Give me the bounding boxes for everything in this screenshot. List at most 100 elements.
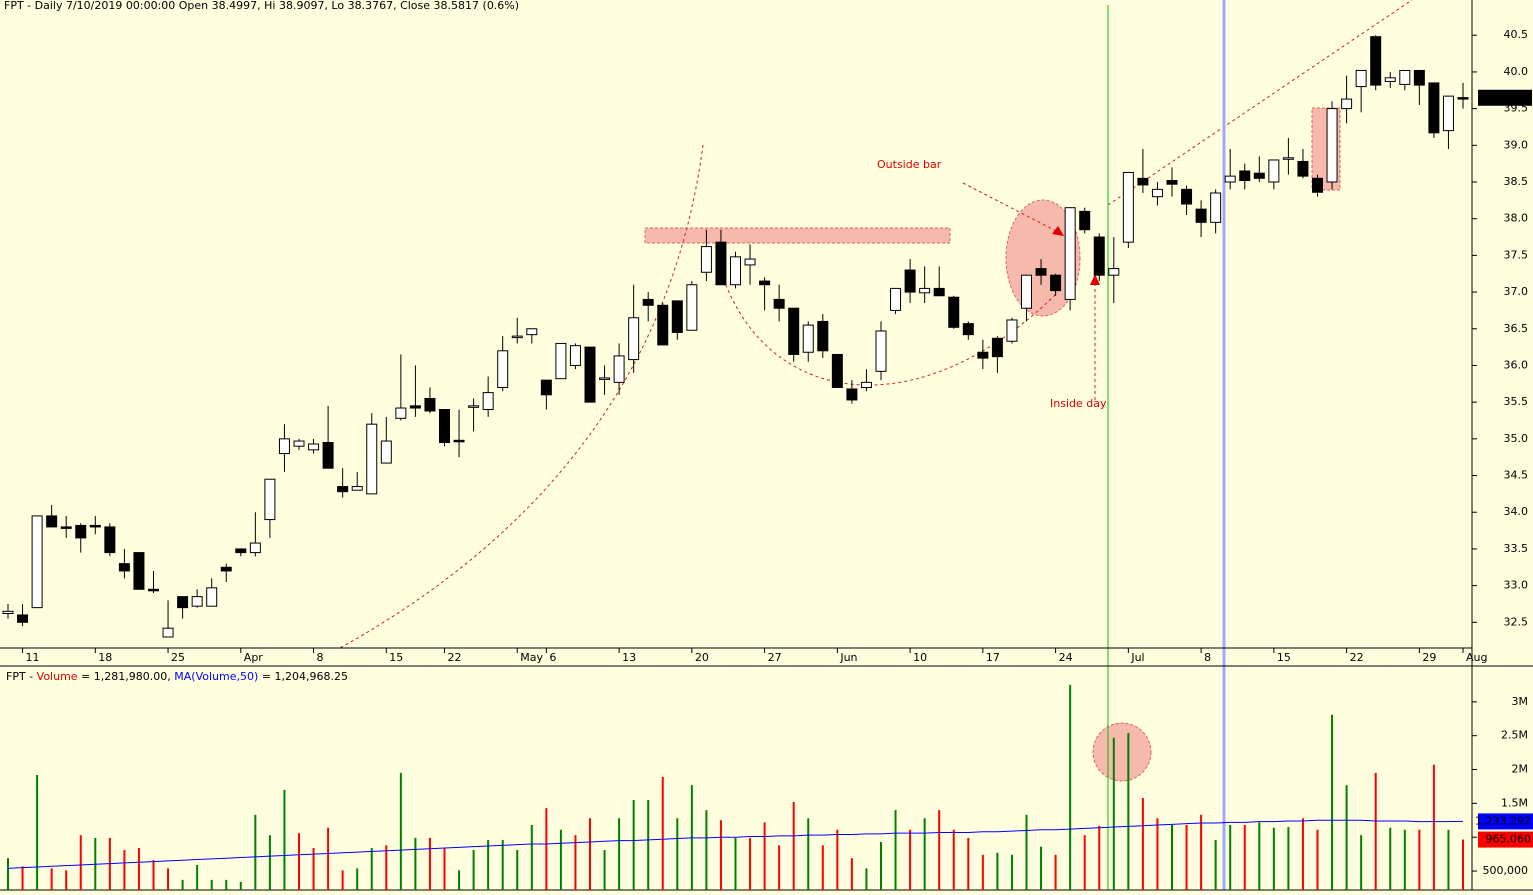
reading: = 1,281,980.00,	[81, 670, 171, 683]
candle-body	[904, 269, 916, 293]
y-tick-label: 34.5	[1504, 469, 1529, 482]
candle-body	[293, 440, 305, 447]
candle-body	[817, 320, 829, 352]
candle-body	[1442, 95, 1454, 132]
x-tick-label: 29	[1422, 651, 1436, 664]
candle-body	[46, 515, 58, 528]
candle-body	[75, 524, 87, 539]
candle-body	[191, 596, 203, 607]
candle-body	[118, 563, 130, 572]
candle-body	[1355, 69, 1367, 88]
candle-body	[1399, 69, 1411, 85]
candle-body	[540, 379, 552, 396]
arrow-head	[1052, 226, 1064, 236]
candle-body	[846, 388, 858, 401]
candle-body	[162, 627, 174, 638]
y-tick-label: 37.5	[1504, 248, 1529, 261]
candle-body	[351, 486, 363, 491]
y-tick-label: 40.0	[1504, 65, 1529, 78]
candle-body	[657, 304, 669, 346]
candle-body	[453, 439, 465, 443]
x-tick-label: Aug	[1466, 651, 1487, 664]
candle-body	[322, 442, 334, 469]
x-tick-label: Jul	[1130, 651, 1144, 664]
candle-body	[715, 241, 727, 286]
candle-body	[308, 443, 320, 451]
candle-body	[395, 407, 407, 419]
volume-highlight	[1092, 722, 1152, 782]
x-tick-label: 13	[622, 651, 636, 664]
candle-body	[1006, 319, 1018, 342]
x-tick-label: 20	[695, 651, 709, 664]
candle-body	[962, 323, 974, 336]
candle-body	[220, 566, 232, 572]
candle-body	[1457, 97, 1469, 100]
candle-body	[1370, 36, 1382, 86]
candle-body	[366, 423, 378, 495]
candle-body	[875, 330, 887, 372]
annotation: Outside bar	[877, 158, 942, 171]
candle-body	[686, 284, 698, 331]
candle-body	[1341, 98, 1353, 110]
y-tick-label: 32.5	[1504, 615, 1529, 628]
y-tick-label: 2M	[1512, 763, 1529, 776]
series-name: MA(Volume,50)	[174, 670, 258, 683]
candle-body	[730, 256, 741, 286]
candle-body	[1312, 177, 1323, 193]
candle-body	[264, 478, 276, 521]
candle-body	[148, 588, 159, 592]
trend-line	[1107, 0, 1413, 206]
y-tick-label: 37.0	[1504, 285, 1529, 298]
candle-body	[337, 486, 349, 493]
candle-body	[1108, 268, 1120, 276]
candle-body	[1035, 268, 1047, 276]
candle-body	[1268, 159, 1280, 183]
candle-body	[569, 345, 581, 366]
last-price-box	[1478, 89, 1532, 106]
candle-body	[1253, 172, 1265, 179]
y-tick-label: 2.5M	[1501, 729, 1528, 742]
y-tick-label: 38.0	[1504, 212, 1529, 225]
candle-body	[497, 350, 509, 388]
candle-body	[788, 307, 800, 355]
x-tick-label: 25	[171, 651, 185, 664]
candle-body	[773, 298, 785, 309]
y-tick-label: 36.0	[1504, 358, 1529, 371]
candle-body	[1224, 175, 1236, 183]
arrow-line	[962, 182, 1061, 234]
candle-body	[526, 328, 538, 336]
arrow-head	[1090, 274, 1100, 285]
candle-body	[278, 438, 290, 455]
candle-body	[1021, 274, 1032, 309]
candle-body	[1326, 108, 1338, 183]
candle-body	[1064, 207, 1076, 300]
x-tick-label: 6	[549, 651, 556, 664]
y-tick-label: 1.5M	[1501, 796, 1528, 809]
x-tick-label: 10	[913, 651, 927, 664]
x-tick-label: 27	[768, 651, 782, 664]
x-tick-label: 18	[98, 651, 112, 664]
candle-body	[1122, 171, 1134, 243]
candle-body	[1384, 77, 1396, 82]
cup-curve	[339, 144, 704, 649]
candle-body	[235, 548, 247, 554]
candle-body	[1428, 82, 1440, 134]
x-tick-label: Jun	[839, 651, 857, 664]
candle-body	[671, 300, 683, 333]
volume-header: FPT - Volume = 1,281,980.00, MA(Volume,5…	[6, 670, 348, 683]
ma-last-label: 1,233,292	[1475, 814, 1531, 827]
x-tick-label: 8	[317, 651, 324, 664]
reading: = 1,204,968.25	[262, 670, 348, 683]
candle-body	[628, 317, 640, 361]
x-tick-label: 15	[1277, 651, 1291, 664]
ticker: FPT -	[6, 670, 33, 683]
candle-body	[744, 258, 756, 266]
y-tick-label: 40.5	[1504, 28, 1529, 41]
candle-body	[991, 337, 1003, 358]
candle-body	[104, 526, 116, 554]
y-tick-label: 33.5	[1504, 542, 1529, 555]
candle-body	[919, 287, 931, 294]
y-tick-label: 38.5	[1504, 175, 1529, 188]
resistance-zone	[644, 227, 951, 244]
